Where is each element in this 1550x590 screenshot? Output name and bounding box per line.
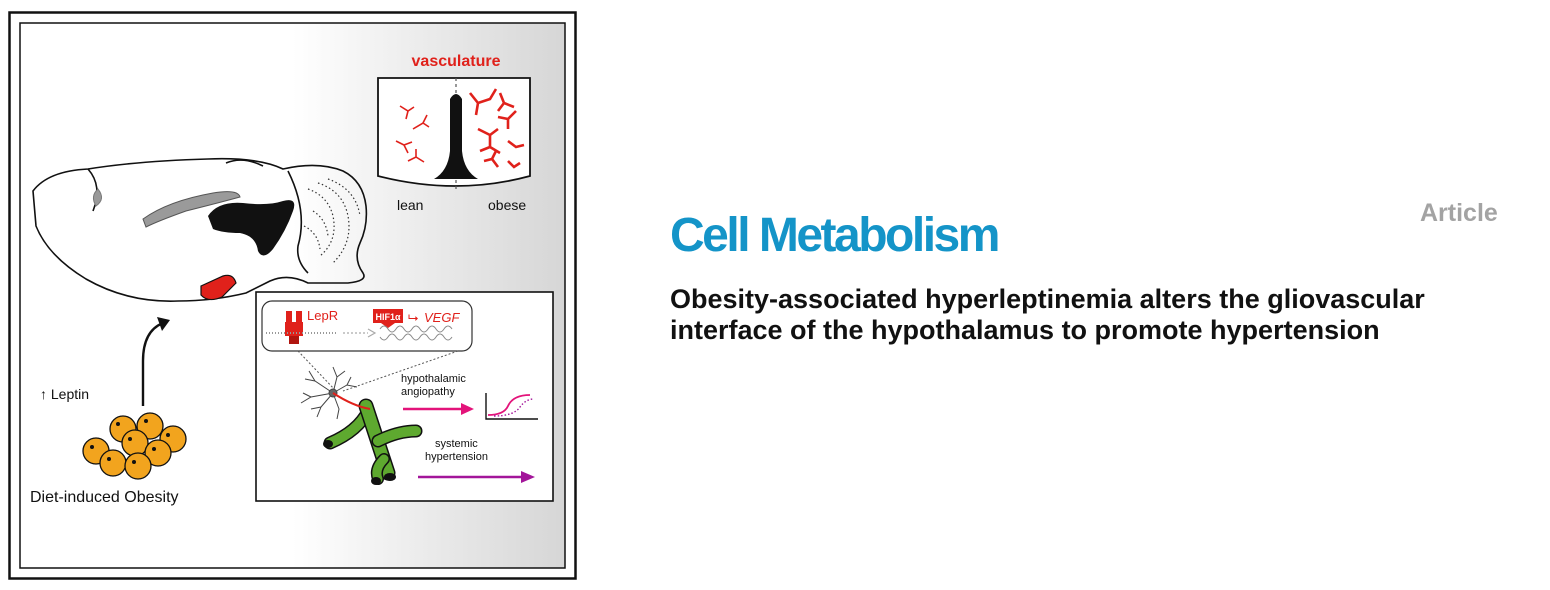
angiopathy-label: angiopathy [401,386,455,398]
capillary-comparison-icon [377,77,531,191]
vegf-label: VEGF [424,310,460,325]
blood-vessel-icon [323,392,423,485]
receptor-icon [285,311,303,344]
angiopathy-arrow [403,403,474,415]
hypertension-arrow [418,471,535,483]
lepr-label: LepR [307,308,338,323]
mouse-brain-icon [32,157,368,302]
sigmoid-curve-icon [485,393,538,420]
graphical-abstract: vasculature lean obese [8,11,578,581]
lean-label: lean [397,197,423,213]
diet-obesity-label: Diet-induced Obesity [30,489,179,506]
adipocytes-icon [82,412,187,480]
hypertension-label: hypertension [425,451,488,463]
vasculature-label: vasculature [412,53,501,70]
paper-title: Obesity-associated hyperleptinemia alter… [670,284,1425,345]
svg-text:HIF1α: HIF1α [375,312,401,322]
article-type-label: Article [1420,199,1498,227]
journal-name: Cell Metabolism [670,209,1000,262]
hypothalamic-label: hypothalamic [401,373,466,385]
hif1a-badge: HIF1α [373,309,403,328]
gene-arrow: ⮡ [408,310,418,325]
systemic-label: systemic [435,438,478,450]
leptin-label: ↑ Leptin [40,386,89,402]
dna-icon [379,325,453,341]
obese-label: obese [488,197,526,213]
hypothalamus-region [200,274,237,301]
ventricle-shape [208,200,295,256]
